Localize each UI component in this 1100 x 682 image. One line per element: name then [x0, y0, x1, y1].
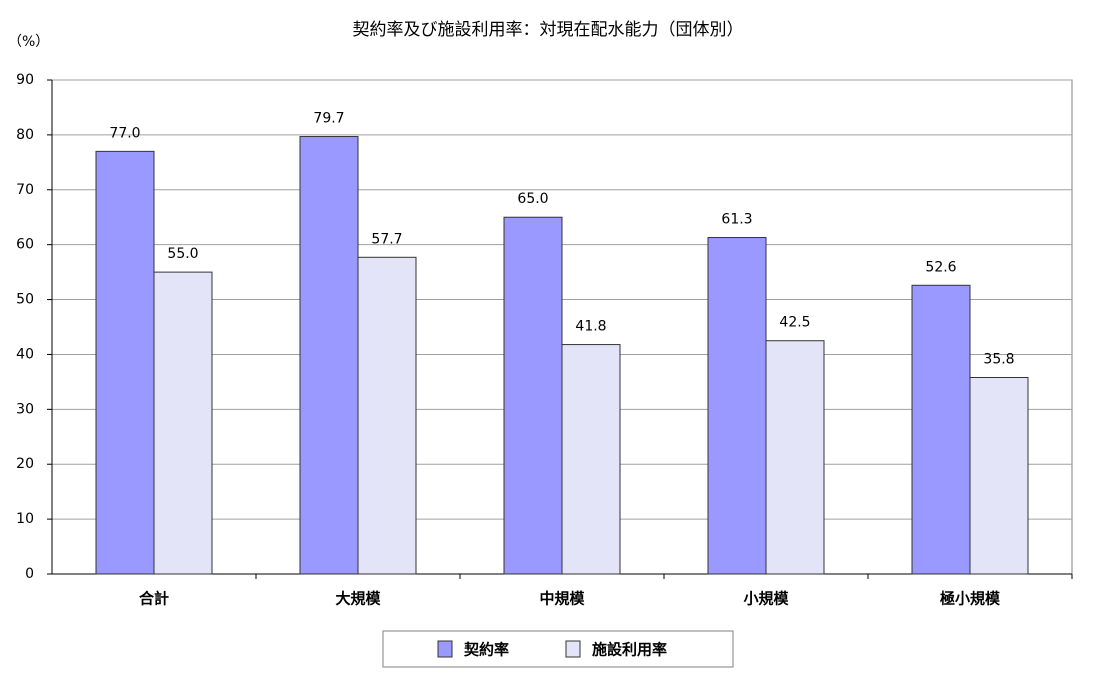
value-label: 55.0: [167, 246, 198, 262]
value-label: 57.7: [371, 231, 402, 247]
legend-swatch: [437, 640, 453, 658]
bar: [969, 376, 1029, 575]
y-tick-label: 80: [16, 127, 34, 143]
legend-box: [382, 630, 734, 668]
y-tick-label: 40: [16, 346, 34, 362]
value-label: 77.0: [109, 125, 140, 141]
y-tick-label: 70: [16, 182, 34, 198]
bar: [911, 284, 971, 575]
value-label: 61.3: [721, 212, 752, 228]
y-tick-label: 60: [16, 237, 34, 253]
bar: [707, 237, 767, 575]
y-tick-label: 90: [16, 72, 34, 88]
legend-swatch: [565, 640, 581, 658]
legend-label: 施設利用率: [592, 641, 667, 659]
y-tick-label: 0: [25, 566, 34, 582]
x-tick-label: 極小規模: [939, 590, 1001, 608]
bar: [153, 271, 213, 575]
y-axis-label: （%）: [8, 34, 49, 50]
value-label: 52.6: [925, 259, 956, 275]
bar: [357, 256, 417, 575]
y-tick-label: 10: [16, 511, 34, 527]
bar: [299, 136, 359, 575]
bar: [561, 344, 621, 575]
value-label: 35.8: [983, 351, 1014, 367]
x-tick-label: 小規模: [743, 590, 789, 608]
y-tick-label: 30: [16, 401, 34, 417]
value-label: 41.8: [575, 319, 606, 335]
bar: [765, 340, 825, 575]
bar: [95, 150, 155, 575]
bar: [503, 216, 563, 575]
x-tick-label: 中規模: [539, 590, 585, 608]
x-tick-label: 合計: [138, 590, 169, 608]
value-label: 79.7: [313, 111, 344, 127]
y-tick-label: 50: [16, 292, 34, 308]
x-tick-label: 大規模: [335, 590, 381, 608]
value-label: 42.5: [779, 315, 810, 331]
legend-label: 契約率: [463, 641, 509, 659]
y-tick-label: 20: [16, 456, 34, 472]
chart-title: 契約率及び施設利用率：対現在配水能力（団体別）: [353, 20, 744, 40]
value-label: 65.0: [517, 191, 548, 207]
